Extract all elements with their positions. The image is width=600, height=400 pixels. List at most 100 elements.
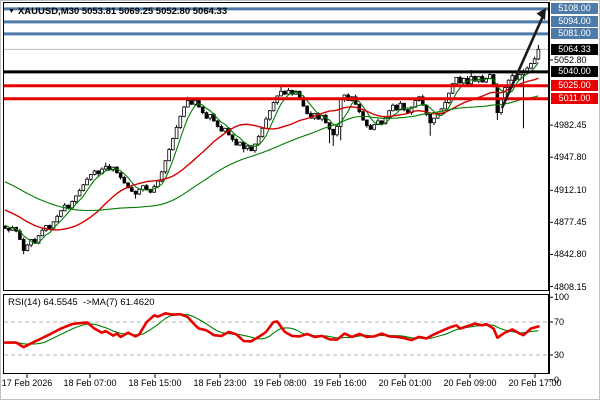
main-price-pane[interactable] bbox=[3, 2, 549, 291]
candle-bearish bbox=[219, 126, 224, 132]
candle-bearish bbox=[118, 172, 123, 178]
rsi-tick-label: 0 bbox=[554, 374, 560, 385]
rsi-ma-line bbox=[5, 313, 539, 345]
candle-bullish bbox=[238, 141, 242, 146]
candle-bullish bbox=[372, 124, 377, 130]
rsi-tick-label: 30 bbox=[554, 350, 565, 360]
candle-bullish bbox=[25, 244, 30, 251]
candle-bullish bbox=[536, 48, 541, 60]
candle-bearish bbox=[130, 187, 134, 192]
ma-slow-line bbox=[4, 95, 539, 212]
current-price-badge: 5064.33 bbox=[551, 43, 598, 55]
price-tick-label: 4842.80 bbox=[554, 249, 587, 260]
candle-bearish bbox=[234, 139, 239, 146]
candle-bearish bbox=[133, 190, 138, 195]
trend-arrow-shaft bbox=[500, 15, 545, 109]
candle-bearish bbox=[331, 128, 336, 136]
rsi-pane-content bbox=[4, 311, 548, 356]
rsi-line bbox=[4, 311, 540, 349]
rsi-tick-label: 100 bbox=[554, 292, 570, 303]
candle-bullish bbox=[77, 189, 82, 197]
candle-bearish bbox=[148, 189, 153, 193]
candle-bullish bbox=[532, 58, 537, 64]
time-label: 18 Feb 07:00 bbox=[63, 378, 117, 388]
candle-bullish bbox=[264, 118, 268, 129]
time-label: 18 Feb 23:00 bbox=[193, 378, 247, 388]
candle-bullish bbox=[432, 117, 436, 124]
rsi-indicator-label: RSI(14) 64.5545 ->MA(7) 61.4620 bbox=[8, 297, 155, 308]
candle-bearish bbox=[144, 185, 149, 190]
main-pane-content bbox=[4, 7, 548, 255]
candle-bullish bbox=[335, 126, 339, 136]
candle-bearish bbox=[420, 96, 425, 106]
price-badge-5040.00: 5040.00 bbox=[551, 66, 598, 78]
candle-bullish bbox=[253, 143, 257, 151]
candle-bullish bbox=[506, 79, 511, 88]
chart-title: ▼ XAUUSD,M30 5053.81 5069.25 5052.80 5064… bbox=[8, 6, 227, 17]
candle-bearish bbox=[309, 113, 313, 119]
price-badge-5108.00: 5108.00 bbox=[551, 3, 598, 15]
rsi-pane[interactable] bbox=[3, 294, 549, 374]
price-tick-label: 4947.80 bbox=[554, 152, 587, 163]
time-label: 17 Feb 2026 bbox=[1, 378, 53, 388]
ma-fast-line bbox=[4, 62, 539, 245]
candle-bullish bbox=[85, 178, 89, 186]
candle-bullish bbox=[103, 165, 108, 170]
candle-bearish bbox=[365, 119, 369, 126]
candle-bullish bbox=[260, 127, 265, 138]
price-badge-5094.00: 5094.00 bbox=[551, 16, 598, 28]
time-label: 19 Feb 08:00 bbox=[253, 378, 307, 388]
candle-bullish bbox=[391, 104, 395, 112]
candle-bearish bbox=[282, 90, 287, 95]
candle-bullish bbox=[245, 145, 250, 150]
candle-bearish bbox=[4, 226, 7, 229]
candle-bullish bbox=[208, 114, 212, 119]
candle-bearish bbox=[428, 114, 433, 124]
candle-bearish bbox=[394, 104, 399, 111]
candle-bullish bbox=[182, 106, 186, 117]
candle-bullish bbox=[185, 100, 190, 108]
candle-bullish bbox=[223, 127, 227, 132]
time-label: 20 Feb 01:00 bbox=[378, 378, 432, 388]
price-tick-label: 4912.10 bbox=[554, 185, 587, 196]
trend-arrow-head bbox=[536, 8, 546, 20]
chart-dropdown-icon[interactable]: ▼ bbox=[8, 8, 15, 15]
candle-bullish bbox=[111, 166, 115, 171]
candle-bullish bbox=[286, 89, 291, 95]
candle-bullish bbox=[178, 115, 183, 128]
candle-bullish bbox=[74, 195, 78, 202]
candle-bearish bbox=[402, 102, 406, 111]
candle-bullish bbox=[88, 174, 93, 180]
candle-bullish bbox=[256, 136, 261, 145]
symbol-period-label: XAUUSD,M30 bbox=[17, 6, 80, 17]
candle-bullish bbox=[163, 160, 168, 173]
candle-bullish bbox=[450, 83, 455, 94]
trend-arrow[interactable] bbox=[500, 8, 546, 109]
candle-bullish bbox=[174, 127, 179, 139]
candle-bearish bbox=[122, 177, 127, 184]
price-badge-5025.00: 5025.00 bbox=[551, 80, 598, 92]
candle-bullish bbox=[443, 102, 447, 110]
candle-bearish bbox=[200, 106, 205, 113]
candle-bullish bbox=[484, 77, 488, 83]
time-label: 19 Feb 16:00 bbox=[313, 378, 367, 388]
candle-bearish bbox=[47, 225, 52, 229]
candle-bearish bbox=[458, 77, 462, 84]
candle-bullish bbox=[387, 110, 391, 118]
time-label: 20 Feb 09:00 bbox=[443, 378, 497, 388]
candle-bullish bbox=[81, 184, 86, 191]
rsi-tick-label: 70 bbox=[554, 317, 565, 327]
candle-bullish bbox=[529, 63, 533, 69]
candle-bearish bbox=[215, 120, 220, 127]
price-tick-label: 5052.80 bbox=[554, 55, 587, 65]
candle-bearish bbox=[406, 109, 410, 113]
candle-bullish bbox=[59, 210, 63, 217]
candle-bullish bbox=[171, 138, 175, 151]
price-badge-5081.00: 5081.00 bbox=[551, 28, 598, 40]
candle-bearish bbox=[379, 120, 384, 125]
price-tick-label: 4877.45 bbox=[554, 217, 587, 228]
candle-bullish bbox=[193, 100, 198, 105]
candle-bullish bbox=[454, 77, 459, 85]
